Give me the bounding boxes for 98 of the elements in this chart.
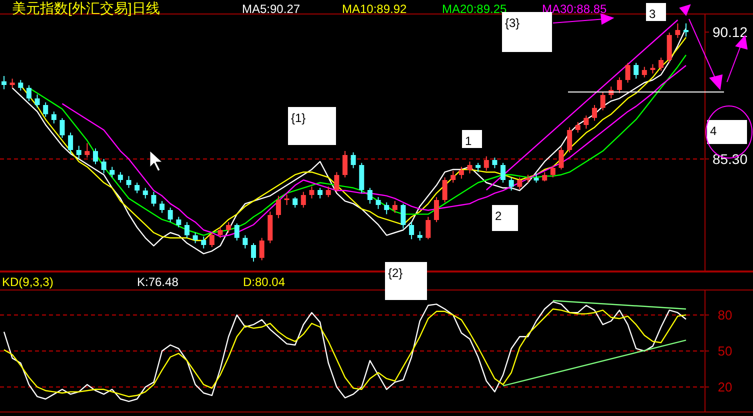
candlestick (34, 94, 40, 108)
candlestick (151, 191, 156, 207)
text: MA5:90.27 (242, 2, 300, 16)
candlestick (251, 242, 256, 262)
y-tick-label: 90.12 (712, 24, 748, 40)
candlestick (500, 162, 506, 184)
candlestick (400, 203, 406, 230)
candlestick (209, 232, 214, 248)
candlestick (309, 186, 314, 199)
candlestick (417, 230, 422, 242)
candlestick (675, 22, 680, 38)
candlestick (550, 165, 556, 178)
candlestick (384, 202, 390, 215)
candlestick (160, 200, 165, 214)
text: K:76.48 (137, 275, 179, 289)
candlestick (76, 145, 82, 160)
candlestick (476, 162, 481, 173)
candlestick (492, 157, 498, 169)
candlestick (558, 146, 564, 170)
candlestick (467, 161, 472, 174)
annotation: {2} (388, 266, 403, 280)
candlestick (218, 226, 223, 238)
candlestick (168, 207, 173, 223)
candlestick (616, 76, 622, 94)
candlestick (392, 200, 398, 214)
candlestick (434, 196, 439, 223)
candlestick (242, 234, 248, 249)
candlestick (508, 176, 514, 192)
candlestick (326, 186, 331, 198)
candlestick (350, 152, 356, 169)
candlestick (442, 176, 448, 203)
y-tick-label: 20 (718, 380, 732, 395)
candlestick (684, 22, 688, 38)
text: MA20:89.25 (442, 2, 508, 16)
candlestick (484, 156, 489, 172)
candlestick (300, 191, 306, 208)
candlestick (142, 187, 148, 199)
candlestick (60, 118, 65, 138)
candlestick (342, 150, 348, 178)
candlestick (284, 194, 290, 206)
annotation: 3 (649, 7, 656, 21)
annotation: {3} (505, 16, 520, 30)
candlestick (84, 142, 90, 158)
candlestick (642, 66, 647, 78)
candlestick (68, 132, 74, 154)
candlestick (126, 176, 132, 188)
candlestick (600, 91, 606, 111)
candlestick (118, 172, 123, 184)
candlestick (18, 80, 24, 92)
candlestick (376, 196, 381, 210)
candlestick (184, 222, 190, 238)
candlestick (176, 216, 182, 228)
candlestick (334, 172, 340, 192)
y-tick-label: 50 (718, 344, 732, 359)
candlestick (584, 115, 589, 130)
candlestick (575, 122, 580, 134)
candlestick (458, 166, 464, 180)
candlestick (101, 158, 106, 174)
candlestick (51, 111, 56, 124)
candlestick (517, 176, 522, 190)
candlestick (534, 172, 539, 184)
candlestick (292, 196, 298, 208)
candlestick (658, 57, 664, 72)
candlestick (192, 232, 198, 244)
text: MA30:88.85 (542, 2, 608, 16)
candlestick (450, 170, 456, 184)
annotation: 2 (495, 209, 502, 223)
candlestick (134, 182, 140, 194)
annotation: 1 (465, 134, 472, 148)
candlestick (276, 195, 281, 219)
text: D:80.04 (243, 275, 286, 289)
candlestick (426, 216, 431, 240)
y-tick-label: 80 (718, 308, 732, 323)
candlestick (10, 78, 15, 88)
candlestick (650, 64, 656, 74)
candlestick (92, 148, 98, 165)
text: 4 (710, 124, 717, 138)
chart-title: 美元指数[外汇交易]日线 (12, 0, 160, 16)
candlestick (234, 222, 240, 242)
candlestick (26, 84, 32, 102)
candlestick (409, 222, 414, 240)
candlestick (542, 172, 548, 182)
candlestick (567, 126, 572, 153)
candlestick (634, 62, 639, 80)
candlestick (367, 187, 372, 204)
candlestick (110, 166, 115, 178)
candlestick (318, 187, 323, 199)
candlestick (592, 104, 598, 122)
chart-title: KD(9,3,3) (2, 275, 54, 289)
candlestick (2, 76, 6, 90)
text: MA10:89.92 (342, 2, 408, 16)
candlestick (201, 236, 206, 249)
candlestick (259, 237, 264, 261)
annotation: {1} (291, 111, 306, 125)
candlestick (43, 102, 48, 118)
candlestick (625, 62, 630, 84)
candlestick (226, 222, 232, 234)
y-tick-label: 85.30 (712, 150, 748, 167)
